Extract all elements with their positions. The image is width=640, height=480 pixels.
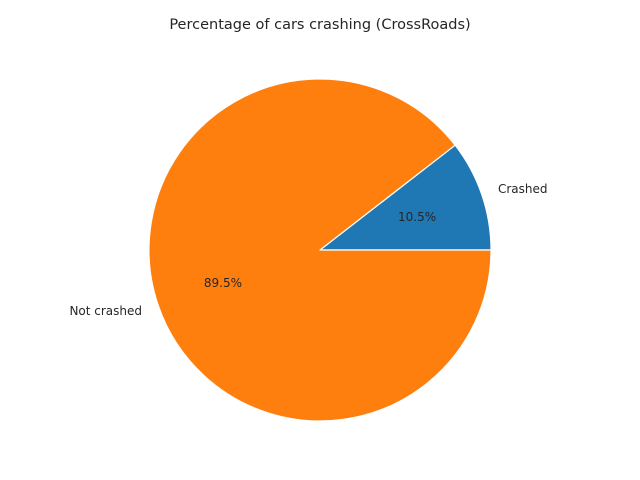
- pct-label-not-crashed: 89.5%: [204, 276, 242, 290]
- slice-label-not-crashed: Not crashed: [69, 304, 142, 318]
- slice-not-crashed: [148, 78, 492, 422]
- pie-slices: [148, 78, 492, 422]
- slice-crashed: [319, 144, 492, 251]
- pct-label-crashed: 10.5%: [398, 210, 436, 224]
- slice-label-crashed: Crashed: [498, 182, 548, 196]
- pie-labels: Crashed 10.5% Not crashed 89.5%: [69, 182, 547, 318]
- chart-title: Percentage of cars crashing (CrossRoads): [169, 17, 470, 33]
